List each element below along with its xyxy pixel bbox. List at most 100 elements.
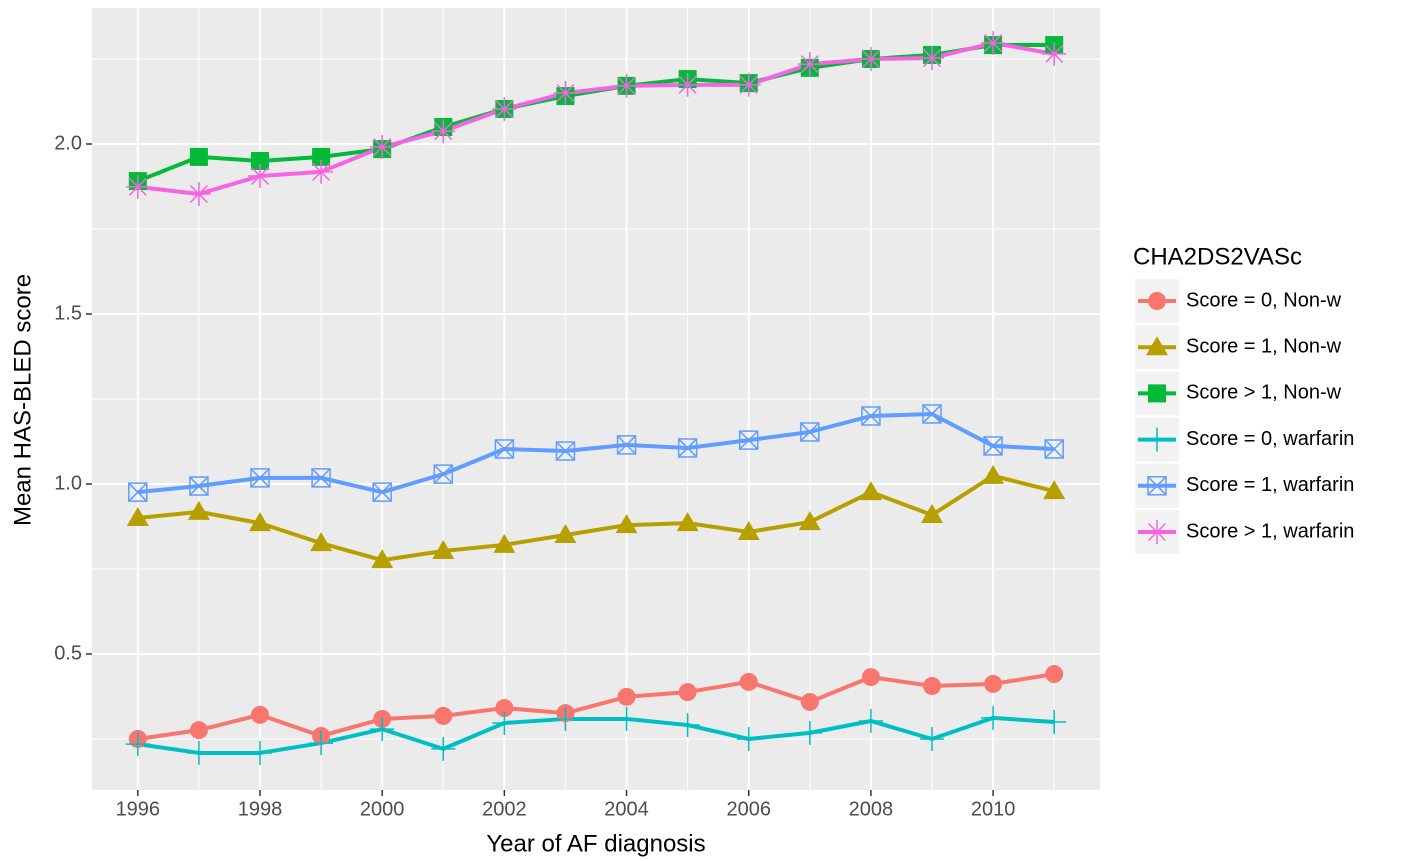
legend-label: Score > 1, Non-w xyxy=(1186,382,1342,404)
point xyxy=(128,482,148,502)
point-part xyxy=(617,435,637,455)
point xyxy=(616,435,637,455)
point-part xyxy=(982,464,1005,484)
point-part xyxy=(678,75,697,94)
point-part xyxy=(800,422,820,442)
legend-item: Score = 1, Non-w xyxy=(1135,325,1342,370)
point-part xyxy=(126,507,149,526)
point-part xyxy=(189,721,208,740)
x-tick-label: 2004 xyxy=(604,798,649,820)
point-part xyxy=(1146,336,1168,356)
point-part xyxy=(373,138,392,157)
point xyxy=(186,740,211,765)
point xyxy=(555,441,576,461)
point-part xyxy=(676,512,699,532)
point xyxy=(434,706,453,725)
point xyxy=(554,524,577,543)
point xyxy=(800,422,820,442)
point xyxy=(797,52,822,77)
point xyxy=(311,468,331,488)
point xyxy=(738,430,759,450)
point-part xyxy=(494,439,514,459)
point-part xyxy=(923,676,941,695)
x-tick-label: 1998 xyxy=(238,798,283,820)
point xyxy=(189,721,208,740)
point-part xyxy=(250,468,270,488)
point-part xyxy=(617,687,636,706)
point-part xyxy=(921,503,943,523)
point xyxy=(1042,710,1067,734)
point-part xyxy=(861,406,881,426)
point xyxy=(371,549,394,569)
point-part xyxy=(984,34,1003,53)
point xyxy=(1044,439,1064,459)
legend-label: Score = 1, warfarin xyxy=(1186,474,1354,496)
point-part xyxy=(800,55,819,74)
point-part xyxy=(617,76,636,95)
point-part xyxy=(189,476,209,496)
point-part xyxy=(798,511,821,531)
point-part xyxy=(616,435,637,455)
point xyxy=(982,464,1005,484)
point-part xyxy=(434,122,453,141)
point-part xyxy=(250,468,270,488)
point-part xyxy=(493,533,516,553)
point-part xyxy=(861,668,880,687)
point-part xyxy=(434,706,453,725)
point-part xyxy=(983,436,1003,456)
x-axis-title: Year of AF diagnosis xyxy=(486,830,705,857)
point xyxy=(125,732,150,757)
legend-item: Score = 0, Non-w xyxy=(1135,279,1342,323)
legend-label: Score = 0, warfarin xyxy=(1186,428,1354,450)
point xyxy=(615,514,638,534)
point xyxy=(983,436,1003,456)
x-tick-label: 2000 xyxy=(360,798,405,820)
legend-label: Score > 1, warfarin xyxy=(1186,520,1354,542)
point xyxy=(312,147,331,166)
point xyxy=(1148,384,1166,403)
x-tick-label: 2008 xyxy=(849,798,894,820)
point-part xyxy=(1147,522,1167,542)
point-part xyxy=(128,482,148,502)
point xyxy=(1145,427,1169,452)
point xyxy=(861,668,880,687)
point xyxy=(984,674,1003,693)
point-part xyxy=(249,512,271,532)
series-line xyxy=(137,473,1055,563)
point-part xyxy=(615,514,638,534)
point-part xyxy=(1045,665,1064,684)
point-part xyxy=(678,683,697,702)
point-part xyxy=(861,406,881,426)
point xyxy=(678,683,697,702)
point-part xyxy=(372,482,392,502)
point xyxy=(433,464,454,484)
point-part xyxy=(189,147,208,166)
y-tick-label: 0.5 xyxy=(54,642,82,664)
point xyxy=(797,720,822,745)
point xyxy=(921,503,943,523)
point xyxy=(1146,336,1168,356)
point xyxy=(677,438,698,458)
point xyxy=(250,468,270,488)
point xyxy=(920,45,944,70)
point-part xyxy=(250,166,270,185)
point xyxy=(1147,476,1167,496)
series-line xyxy=(137,411,1055,495)
x-tick-label: 1996 xyxy=(116,798,161,820)
point-part xyxy=(922,48,942,67)
point-part xyxy=(984,674,1003,693)
point xyxy=(798,511,821,531)
point-part xyxy=(251,705,269,724)
point xyxy=(920,727,944,751)
point-part xyxy=(554,524,577,543)
point xyxy=(495,699,514,718)
legend-item: Score = 1, warfarin xyxy=(1135,463,1354,508)
point-part xyxy=(739,672,758,691)
point xyxy=(249,512,271,532)
point xyxy=(309,159,334,184)
point xyxy=(675,72,700,97)
point-part xyxy=(1147,476,1167,496)
point-part xyxy=(1044,439,1064,459)
point-part xyxy=(371,549,394,569)
point xyxy=(248,163,272,188)
